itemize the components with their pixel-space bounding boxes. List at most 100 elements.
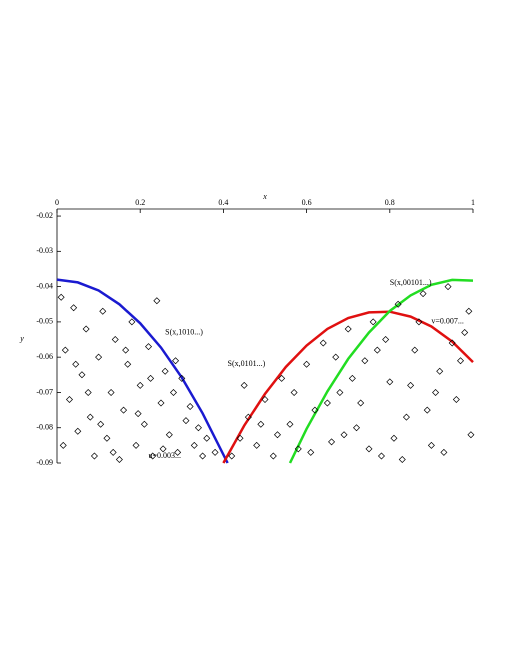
point [394, 300, 402, 308]
point [172, 357, 180, 365]
point [136, 381, 144, 389]
point [353, 424, 361, 432]
point [86, 413, 94, 421]
x-tick-label: 1 [471, 198, 475, 207]
point [286, 420, 294, 428]
point [194, 424, 202, 432]
point [415, 318, 423, 326]
point [72, 360, 80, 368]
point [402, 413, 410, 421]
point [303, 360, 311, 368]
point [369, 318, 377, 326]
y-tick-label: -0.09 [36, 458, 53, 467]
point [120, 406, 128, 414]
point [122, 346, 130, 354]
point [65, 396, 73, 403]
point [90, 452, 98, 460]
point [84, 388, 92, 396]
y-tick-label: -0.02 [36, 211, 53, 220]
point [111, 336, 119, 344]
point [390, 434, 398, 442]
point [99, 307, 107, 315]
point [199, 452, 207, 460]
point [382, 336, 390, 344]
x-tick-label: 0.2 [135, 198, 145, 207]
x-tick-label: 0 [55, 198, 59, 207]
point [107, 388, 115, 396]
annotation: u=0.003... [149, 451, 182, 460]
point [178, 374, 186, 382]
point [115, 455, 123, 463]
point [328, 438, 336, 446]
point [211, 448, 219, 456]
point [336, 388, 344, 396]
point [361, 357, 369, 365]
point [147, 374, 155, 382]
point [307, 448, 315, 456]
point [423, 406, 431, 414]
y-tick-label: -0.06 [36, 352, 53, 361]
annotation: S(x,1010...) [165, 327, 203, 336]
point [278, 374, 286, 382]
point [149, 452, 157, 460]
point [174, 448, 182, 456]
point [253, 441, 261, 449]
annotation: v=0.007... [431, 317, 464, 326]
point [57, 293, 65, 301]
point [465, 307, 473, 315]
point [165, 431, 173, 439]
point [432, 388, 440, 396]
point [228, 452, 236, 460]
point [377, 452, 385, 460]
point [344, 325, 352, 333]
point [182, 417, 190, 425]
point [398, 455, 406, 463]
point [240, 381, 248, 389]
point [357, 399, 365, 407]
x-tick-label: 0.6 [302, 198, 312, 207]
y-tick-label: -0.08 [36, 423, 53, 432]
x-tick-label: 0.4 [218, 198, 228, 207]
y-tick-label: -0.03 [36, 246, 53, 255]
point [427, 441, 435, 449]
point [82, 325, 90, 333]
point [161, 367, 169, 375]
point [140, 420, 148, 428]
point [457, 357, 465, 365]
point [236, 434, 244, 442]
point [70, 304, 78, 312]
point [103, 434, 111, 442]
point [157, 399, 165, 407]
point [97, 420, 105, 428]
point [386, 378, 394, 386]
annotation: S(x,00101...) [390, 278, 432, 287]
point [190, 441, 198, 449]
curve [222, 310, 474, 464]
point [153, 297, 161, 305]
annotation: S(x,0101...) [228, 359, 266, 368]
point [319, 339, 327, 347]
point [124, 360, 132, 368]
point [273, 431, 281, 439]
point [407, 381, 415, 389]
curve [56, 278, 229, 464]
point [448, 339, 456, 347]
y-tick-label: -0.05 [36, 317, 53, 326]
point [419, 290, 427, 298]
point [452, 396, 460, 403]
point [159, 445, 167, 453]
point [145, 343, 153, 351]
point [261, 396, 269, 403]
point [444, 283, 452, 291]
point [311, 406, 319, 414]
point [257, 420, 265, 428]
point [78, 371, 86, 379]
point [134, 410, 142, 418]
point [203, 434, 211, 442]
point [61, 346, 69, 354]
point [186, 403, 194, 411]
y-tick-label: -0.07 [36, 387, 53, 396]
point [95, 353, 103, 361]
point [128, 318, 136, 326]
